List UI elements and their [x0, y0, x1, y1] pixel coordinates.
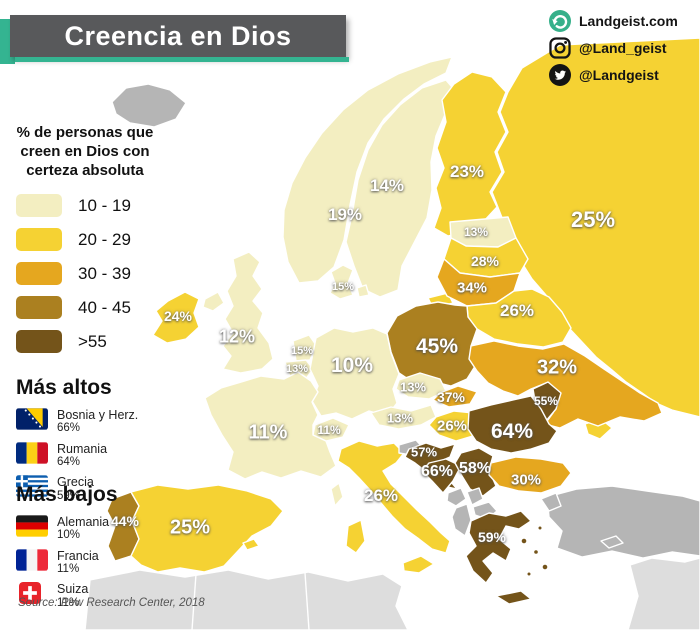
switzerland-flag-icon [16, 582, 48, 605]
legend-swatch [16, 262, 62, 286]
romania-flag-icon [16, 441, 48, 464]
legend-range-label: 30 - 39 [78, 263, 131, 283]
legend-item: 10 - 19 [6, 194, 164, 218]
rank-text: Grecia 59% [57, 475, 94, 503]
rank-country-value: 66% [57, 422, 81, 435]
country-africa [84, 569, 409, 630]
rank-country-name: Bosnia y Herz. [57, 408, 139, 422]
landgeist-logo-icon [549, 10, 571, 32]
page-title: Creencia en Dios [64, 20, 292, 51]
rank-text: Rumania 64% [57, 442, 107, 470]
legend-range-label: 10 - 19 [78, 195, 131, 215]
legend-items: 10 - 19 20 - 29 30 - 39 40 - 45 >55 [6, 194, 164, 354]
rank-text: Bosnia y Herz. 66% [57, 408, 138, 436]
legend-range-label: >55 [78, 331, 107, 351]
bosnia-flag-icon [16, 408, 48, 430]
country-spain [130, 484, 284, 573]
highest-heading: Más altos [16, 376, 112, 399]
country-bulgaria [488, 456, 572, 494]
instagram-icon [549, 37, 571, 59]
rank-row-germany: Alemania 10% [16, 515, 176, 543]
lowest-panel: Más bajos Alemania 10% Francia 11% Suiza 11% [16, 483, 176, 616]
country-greece [465, 510, 549, 605]
country-germany [309, 327, 400, 420]
country-belarus [466, 288, 572, 348]
rank-country-name: Grecia [57, 475, 94, 490]
country-ireland [152, 291, 200, 344]
country-ukraine [468, 340, 663, 429]
country-france [204, 371, 344, 507]
instagram-label: @Land_geist [579, 40, 667, 56]
source-note: Source: Pew Research Center, 2018 [18, 597, 205, 609]
legend-title: % de personas que creen en Dios con cert… [16, 124, 154, 179]
lowest-list: Alemania 10% Francia 11% Suiza 11% [16, 515, 176, 610]
social-website-link[interactable]: Landgeist.com [549, 10, 678, 32]
legend-swatch [16, 194, 62, 218]
website-label: Landgeist.com [579, 13, 678, 29]
rank-country-name: Francia [57, 548, 99, 563]
rank-country-name: Alemania [57, 515, 110, 529]
rank-row-switzerland: Suiza 11% [16, 582, 176, 610]
social-block: Landgeist.com @Land_geist @Landgeist [549, 10, 678, 86]
country-kosovo [466, 487, 484, 506]
legend-swatch [16, 296, 62, 320]
country-bosnia [421, 458, 462, 494]
country-turkey [540, 485, 700, 559]
legend-range-label: 40 - 45 [78, 297, 131, 317]
title-underline [15, 57, 349, 62]
rank-country-name: Rumania [57, 441, 108, 456]
rank-country-value: 10% [57, 529, 81, 542]
rank-row-greece: Grecia 59% [16, 475, 176, 503]
social-instagram-link[interactable]: @Land_geist [549, 37, 678, 59]
legend-range-label: 20 - 29 [78, 229, 131, 249]
country-poland [386, 301, 478, 387]
france-flag-icon [16, 548, 48, 571]
legend-item: 20 - 29 [6, 228, 164, 252]
title-banner: Creencia en Dios [10, 15, 346, 57]
legend-item: 40 - 45 [6, 296, 164, 320]
rank-row-romania: Rumania 64% [16, 442, 176, 470]
social-twitter-link[interactable]: @Landgeist [549, 64, 678, 86]
rank-row-bosnia: Bosnia y Herz. 66% [16, 408, 176, 436]
rank-country-value: 11% [57, 596, 80, 609]
legend-panel: % de personas que creen en Dios con cert… [6, 124, 164, 364]
country-finland [433, 71, 507, 237]
rank-country-value: 11% [57, 562, 80, 575]
country-denmark [329, 264, 370, 300]
country-albania [451, 503, 472, 537]
legend-swatch [16, 330, 62, 354]
rank-text: Suiza 11% [57, 582, 88, 610]
rank-country-value: 59% [57, 489, 81, 502]
twitter-icon [549, 64, 571, 86]
rank-text: Francia 11% [57, 549, 99, 577]
country-united-kingdom [202, 251, 274, 374]
country-romania [467, 395, 558, 454]
germany-flag-icon [16, 515, 48, 537]
legend-swatch [16, 228, 62, 252]
lowest-heading: Más bajos [16, 483, 118, 506]
rank-text: Alemania 10% [57, 515, 109, 543]
rank-country-value: 64% [57, 455, 81, 468]
twitter-label: @Landgeist [579, 67, 659, 83]
country-iceland [111, 83, 187, 128]
country-cyprus [600, 535, 624, 549]
rank-country-name: Suiza [57, 582, 89, 597]
country-middle-east [627, 557, 700, 630]
legend-item: >55 [6, 330, 164, 354]
country-norway [282, 56, 453, 284]
legend-item: 30 - 39 [6, 262, 164, 286]
country-serbia [454, 447, 497, 497]
country-slovakia [432, 385, 478, 408]
highest-list: Bosnia y Herz. 66% Rumania 64% Grecia 59% [16, 408, 176, 503]
highest-panel: Más altos Bosnia y Herz. 66% Rumania 64% Gre… [16, 376, 176, 509]
country-montenegro [446, 487, 467, 507]
rank-row-france: Francia 11% [16, 549, 176, 577]
greece-flag-icon [16, 475, 48, 497]
